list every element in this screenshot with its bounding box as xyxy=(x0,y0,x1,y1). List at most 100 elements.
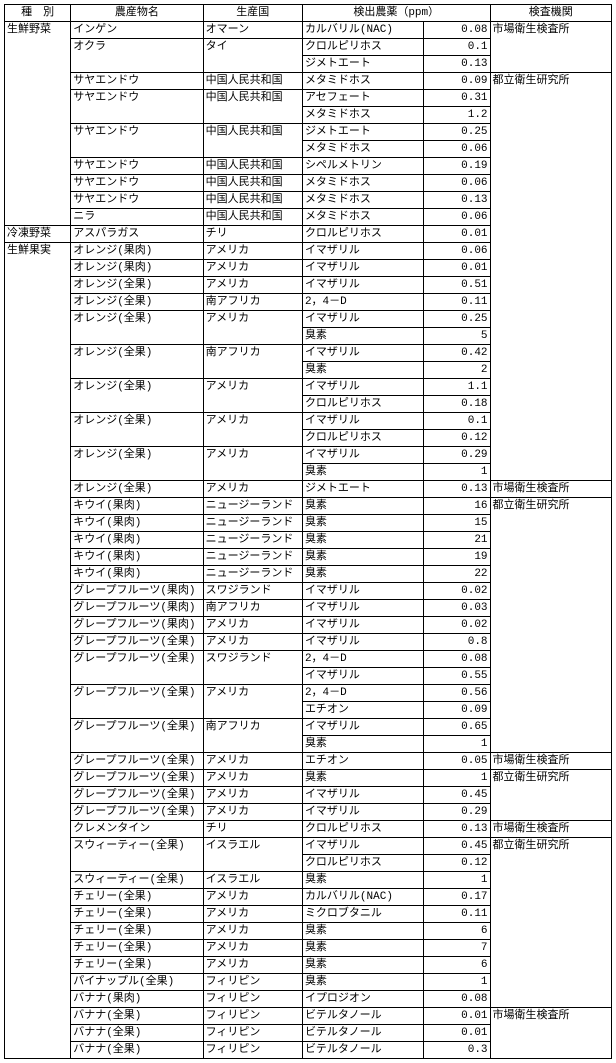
table-row: 生鮮果実オレンジ(果肉)アメリカイマザリル0.06 xyxy=(5,243,612,260)
table-row: オレンジ(全果)アメリカイマザリル1.1 xyxy=(5,379,612,396)
cell-value: 0.01 xyxy=(424,1008,490,1025)
cell-org xyxy=(490,855,611,872)
cell-category xyxy=(5,430,71,447)
cell-chemical: 2，4－D xyxy=(302,685,423,702)
cell-country: ニュージーランド xyxy=(203,549,302,566)
cell-product: オレンジ(全果) xyxy=(71,413,203,430)
cell-category xyxy=(5,498,71,515)
cell-org: 市場衛生検査所 xyxy=(490,821,611,838)
cell-country xyxy=(203,736,302,753)
cell-chemical: ビテルタノール xyxy=(302,1042,423,1059)
cell-org xyxy=(490,107,611,124)
cell-org xyxy=(490,549,611,566)
cell-value: 0.42 xyxy=(424,345,490,362)
table-row: グレープフルーツ(全果)アメリカイマザリル0.8 xyxy=(5,634,612,651)
cell-org xyxy=(490,566,611,583)
cell-org xyxy=(490,923,611,940)
cell-country: フィリピン xyxy=(203,991,302,1008)
cell-country xyxy=(203,396,302,413)
cell-category xyxy=(5,685,71,702)
table-row: キウイ(果肉)ニュージーランド臭素15 xyxy=(5,515,612,532)
cell-country: アメリカ xyxy=(203,413,302,430)
table-row: グレープフルーツ(全果)南アフリカイマザリル0.65 xyxy=(5,719,612,736)
cell-product: アスパラガス xyxy=(71,226,203,243)
cell-org: 市場衛生検査所 xyxy=(490,753,611,770)
cell-chemical: シペルメトリン xyxy=(302,158,423,175)
cell-category xyxy=(5,991,71,1008)
cell-chemical: メタミドホス xyxy=(302,73,423,90)
cell-country: 南アフリカ xyxy=(203,600,302,617)
cell-country: フィリピン xyxy=(203,1025,302,1042)
cell-org xyxy=(490,719,611,736)
cell-org xyxy=(490,991,611,1008)
cell-product: サヤエンドウ xyxy=(71,192,203,209)
cell-value: 0.01 xyxy=(424,226,490,243)
cell-value: 0.29 xyxy=(424,447,490,464)
table-row: クロルピリホス0.12 xyxy=(5,430,612,447)
cell-chemical: カルバリル(NAC) xyxy=(302,889,423,906)
cell-category xyxy=(5,464,71,481)
table-row: グレープフルーツ(全果)アメリカエチオン0.05市場衛生検査所 xyxy=(5,753,612,770)
cell-value: 0.05 xyxy=(424,753,490,770)
table-row: オレンジ(全果)アメリカイマザリル0.29 xyxy=(5,447,612,464)
cell-value: 0.29 xyxy=(424,804,490,821)
cell-chemical: イマザリル xyxy=(302,600,423,617)
cell-value: 0.06 xyxy=(424,141,490,158)
cell-country: アメリカ xyxy=(203,447,302,464)
cell-org xyxy=(490,940,611,957)
cell-chemical: イマザリル xyxy=(302,379,423,396)
table-row: グレープフルーツ(全果)アメリカイマザリル0.29 xyxy=(5,804,612,821)
cell-product: クレメンタイン xyxy=(71,821,203,838)
cell-value: 6 xyxy=(424,923,490,940)
cell-country: チリ xyxy=(203,821,302,838)
table-row: オレンジ(全果)アメリカイマザリル0.1 xyxy=(5,413,612,430)
cell-chemical: 臭素 xyxy=(302,328,423,345)
cell-value: 0.08 xyxy=(424,651,490,668)
cell-chemical: クロルピリホス xyxy=(302,430,423,447)
cell-product: スウィーティー(全果) xyxy=(71,838,203,855)
cell-category xyxy=(5,583,71,600)
cell-country: アメリカ xyxy=(203,685,302,702)
cell-chemical: 臭素 xyxy=(302,515,423,532)
cell-product: サヤエンドウ xyxy=(71,73,203,90)
table-row: オレンジ(果肉)アメリカイマザリル0.01 xyxy=(5,260,612,277)
cell-product: スウィーティー(全果) xyxy=(71,872,203,889)
cell-value: 21 xyxy=(424,532,490,549)
cell-product: キウイ(果肉) xyxy=(71,515,203,532)
cell-chemical: 臭素 xyxy=(302,362,423,379)
cell-product: オレンジ(全果) xyxy=(71,345,203,362)
table-row: キウイ(果肉)ニュージーランド臭素19 xyxy=(5,549,612,566)
table-row: クロルピリホス0.12 xyxy=(5,855,612,872)
table-row: サヤエンドウ中国人民共和国アセフェート0.31 xyxy=(5,90,612,107)
cell-product xyxy=(71,141,203,158)
cell-country: 中国人民共和国 xyxy=(203,90,302,107)
table-row: チェリー(全果)アメリカ臭素6 xyxy=(5,957,612,974)
cell-chemical: 臭素 xyxy=(302,923,423,940)
cell-country xyxy=(203,668,302,685)
table-row: ジメトエート0.13 xyxy=(5,56,612,73)
cell-category xyxy=(5,56,71,73)
cell-chemical: 臭素 xyxy=(302,957,423,974)
cell-product xyxy=(71,736,203,753)
cell-country: チリ xyxy=(203,226,302,243)
cell-product: グレープフルーツ(全果) xyxy=(71,719,203,736)
cell-org xyxy=(490,974,611,991)
cell-org xyxy=(490,583,611,600)
cell-chemical: クロルピリホス xyxy=(302,821,423,838)
cell-value: 0.11 xyxy=(424,294,490,311)
cell-country xyxy=(203,464,302,481)
cell-country: スワジランド xyxy=(203,583,302,600)
cell-country: ニュージーランド xyxy=(203,566,302,583)
cell-value: 0.13 xyxy=(424,192,490,209)
cell-country: アメリカ xyxy=(203,889,302,906)
table-row: グレープフルーツ(全果)アメリカ臭素1都立衛生研究所 xyxy=(5,770,612,787)
cell-product: インゲン xyxy=(71,22,203,39)
cell-country: 中国人民共和国 xyxy=(203,73,302,90)
table-row: 臭素1 xyxy=(5,736,612,753)
cell-org xyxy=(490,175,611,192)
cell-org: 都立衛生研究所 xyxy=(490,770,611,787)
cell-org xyxy=(490,362,611,379)
cell-country: 中国人民共和国 xyxy=(203,124,302,141)
cell-org xyxy=(490,379,611,396)
cell-product: サヤエンドウ xyxy=(71,124,203,141)
